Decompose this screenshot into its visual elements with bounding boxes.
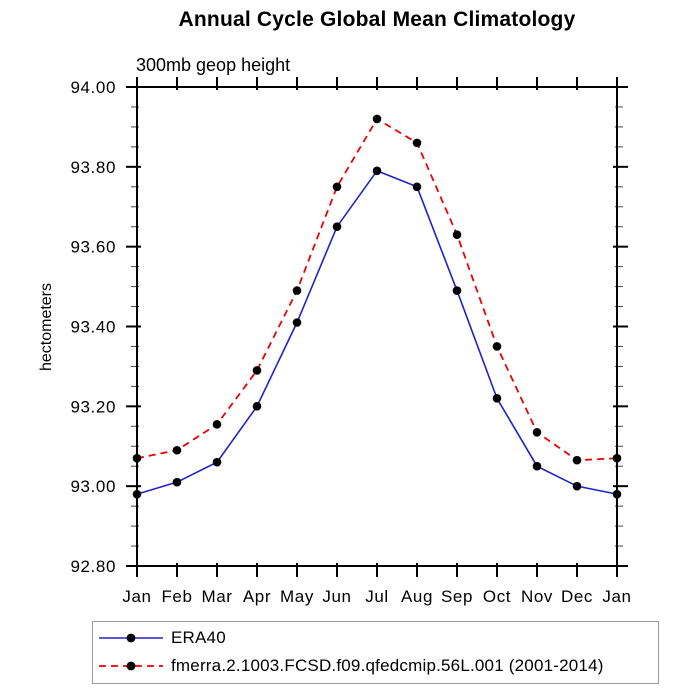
legend: ERA40 fmerra.2.1003.FCSD.f09.qfedcmip.56…: [92, 621, 659, 684]
legend-item-era40: ERA40: [98, 626, 226, 650]
data-point-series-1: [572, 455, 582, 465]
x-tick-label: Nov: [521, 587, 553, 606]
data-point-series-0: [252, 402, 262, 411]
data-point-series-1: [612, 453, 622, 463]
y-tick-label: 93.00: [70, 477, 116, 496]
y-tick-label: 94.00: [70, 78, 116, 97]
x-tick-label: Jan: [602, 587, 631, 606]
data-point-series-0: [292, 318, 302, 327]
x-tick-label: May: [280, 587, 314, 606]
x-tick-label: Jul: [365, 587, 389, 606]
data-point-series-1: [412, 138, 422, 148]
x-tick-label: Apr: [243, 587, 271, 606]
x-tick-label: Jan: [122, 587, 151, 606]
data-point-series-1: [292, 286, 302, 295]
chart-subtitle: 300mb geop height: [136, 55, 291, 75]
x-tick-label: Mar: [201, 587, 232, 606]
legend-item-fmerra: fmerra.2.1003.FCSD.f09.qfedcmip.56L.001 …: [98, 654, 604, 678]
data-point-series-0: [452, 286, 462, 295]
data-point-series-1: [492, 342, 502, 351]
plot-frame: [136, 86, 618, 567]
data-point-series-1: [172, 445, 182, 455]
data-point-series-1: [532, 427, 542, 437]
data-point-series-0: [372, 166, 382, 176]
y-tick-label: 92.80: [70, 557, 116, 576]
legend-label-fmerra: fmerra.2.1003.FCSD.f09.qfedcmip.56L.001 …: [171, 656, 604, 675]
legend-line-sample-solid: [99, 633, 163, 643]
y-axis-title: hectometers: [38, 282, 55, 372]
chart-title: Annual Cycle Global Mean Climatology: [178, 8, 576, 31]
x-tick-label: Aug: [401, 587, 433, 606]
data-point-series-0: [332, 222, 342, 232]
data-point-series-0: [212, 457, 222, 467]
data-point-series-1: [332, 182, 342, 192]
data-point-series-1: [212, 419, 222, 429]
x-tick-label: Jun: [322, 587, 351, 606]
legend-label-era40: ERA40: [171, 628, 226, 647]
series-line-0: [136, 169, 618, 495]
data-point-series-0: [572, 481, 582, 491]
data-point-series-1: [252, 366, 262, 375]
y-tick-label: 93.80: [70, 158, 116, 177]
data-point-series-0: [172, 477, 182, 487]
data-point-series-0: [492, 394, 502, 403]
legend-line-sample-dashed: [99, 661, 163, 671]
data-point-series-1: [372, 114, 382, 124]
x-tick-label: Oct: [483, 587, 511, 606]
data-point-series-1: [452, 230, 462, 239]
data-point-series-1: [132, 453, 142, 463]
data-point-series-0: [612, 489, 622, 499]
data-point-series-0: [132, 489, 142, 499]
data-point-series-0: [532, 461, 542, 471]
y-tick-label: 93.60: [70, 238, 116, 257]
x-tick-label: Dec: [561, 587, 593, 606]
x-tick-label: Feb: [161, 587, 192, 606]
data-point-series-0: [412, 182, 422, 192]
y-tick-label: 93.40: [70, 318, 116, 337]
x-tick-label: Sep: [441, 587, 473, 606]
y-tick-label: 93.20: [70, 397, 116, 416]
